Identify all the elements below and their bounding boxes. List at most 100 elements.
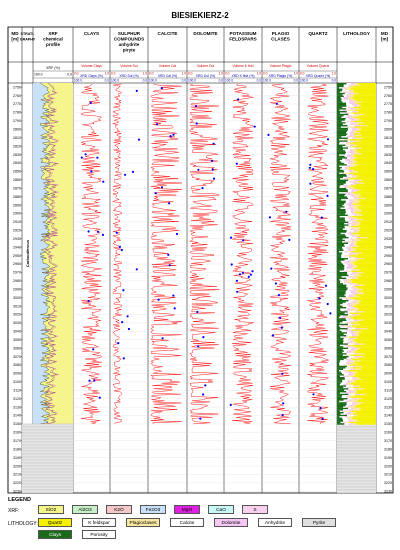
volume-scale-min: 0.0 [111,72,116,76]
depth-label-right: 2790 [384,119,392,123]
xrd-scale-max: 0.0 [182,79,187,83]
depth-label-right: 3140 [384,414,392,418]
xrd-point [235,162,238,165]
volume-scale-min: 0.0 [74,72,79,76]
svg-text:LITHOLOGY: LITHOLOGY [343,31,370,36]
legend-xrf-fe2o3: Fe2O3 [140,505,166,514]
depth-label-right: 3070 [384,355,392,359]
xrd-scale-label: XRD Cal (%) [158,74,177,78]
xrd-point [169,135,172,138]
xrd-point [88,379,91,382]
xrd-point [135,268,138,271]
depth-label-right: 2870 [384,186,392,190]
xrd-scale-min: 100.0 [188,79,196,83]
volume-scale-max: 1.0 [105,72,110,76]
depth-label-left: 2970 [13,271,21,275]
well-log-panel: BIESIEKIERZ-2MD[m]STRATI-GRAPHYXRFchemic… [7,11,394,494]
xrd-point [122,289,125,292]
depth-label-left: 2750 [13,85,21,89]
depth-label-left: 2910 [13,220,21,224]
xrd-point [210,159,214,162]
xrd-point [253,125,256,128]
no-data-zone [337,423,376,494]
volume-scale-max: 1.0 [182,72,187,76]
xrf-scale-max: 0.0 [67,73,72,77]
xrd-scale-min: 100.0 [263,79,271,83]
depth-label-left: 2860 [13,178,21,182]
depth-label-left: 2880 [13,195,21,199]
depth-label-right: 2920 [384,229,392,233]
legend-lith-anhydrite: Anhydrite [258,518,292,527]
xrd-point [120,248,123,252]
depth-label-left: 2900 [13,212,21,216]
svg-text:profile: profile [46,42,60,47]
depth-label-right: 2900 [384,212,392,216]
xrd-point [122,357,125,360]
depth-label-left: 2920 [13,229,21,233]
xrd-point [211,168,214,171]
xrd-point [212,142,215,145]
column-header-md: MD[m] [11,31,19,42]
depth-label-right: 2940 [384,245,392,249]
depth-label-right: 2810 [384,136,392,140]
volume-scale-min: 0.0 [300,72,305,76]
mineral-track-clays [80,83,105,425]
xrd-point [168,264,171,267]
depth-label-left: 2850 [13,170,21,174]
mineral-track-sulph [111,83,141,425]
depth-label-right: 2910 [384,220,392,224]
xrd-point [154,192,157,195]
depth-label-left: 2960 [13,262,21,266]
depth-label-left: 3060 [13,346,21,350]
depth-label-left: 3170 [13,439,21,443]
depth-label-left: 2950 [13,254,21,258]
xrd-point [308,166,311,169]
xrd-point [235,279,238,282]
xrd-point [324,284,328,287]
depth-label-left: 3220 [13,481,21,485]
xrd-point [326,302,329,306]
page-title: BIESIEKIERZ-2 [171,11,229,20]
depth-label-left: 2890 [13,203,21,207]
svg-text:piryte: piryte [123,48,136,53]
depth-label-right: 2760 [384,94,392,98]
depth-label-left: 3000 [13,296,21,300]
xrd-point [230,263,233,266]
xrd-point [121,321,124,324]
legend-xrf-cao: CaO [208,505,234,514]
xrd-point [195,122,198,125]
xrd-point [201,187,204,190]
volume-scale-min: 0.0 [149,72,154,76]
depth-label-left: 3200 [13,464,21,468]
depth-label-right: 3020 [384,313,392,317]
depth-label-left: 2770 [13,102,21,106]
legend-xrf-label: XRF: [8,508,20,514]
xrd-point [319,407,322,410]
depth-label-right: 3230 [384,490,392,494]
depth-label-right: 2980 [384,279,392,283]
svg-text:DOLOMITE: DOLOMITE [193,31,217,36]
xrd-point [172,133,175,136]
svg-text:CALCITE: CALCITE [158,31,178,36]
xrd-scale-max: 0.0 [105,79,110,83]
xrd-scale-label: XRD Quartz (%) [306,74,331,78]
xrd-point [270,267,273,270]
xrd-point [236,290,239,293]
depth-label-right: 3000 [384,296,392,300]
depth-label-right: 3100 [384,380,392,384]
legend-title: LEGEND [8,497,31,503]
depth-label-right: 3190 [384,456,392,460]
xrd-point [277,294,280,297]
depth-label-right: 2960 [384,262,392,266]
xrd-point [80,156,83,159]
depth-label-left: 3180 [13,447,21,451]
svg-text:PLAGIO: PLAGIO [272,31,290,36]
xrf-scale-min: 100.0 [34,73,43,77]
depth-label-left: 2830 [13,153,21,157]
volume-scale-max: 1.0 [143,72,148,76]
mineral-track-dolomite [189,83,220,425]
depth-label-right: 3150 [384,422,392,426]
legend-lith-pyrite: Pyrite [302,518,336,527]
xrd-scale-max: 0.0 [294,79,299,83]
